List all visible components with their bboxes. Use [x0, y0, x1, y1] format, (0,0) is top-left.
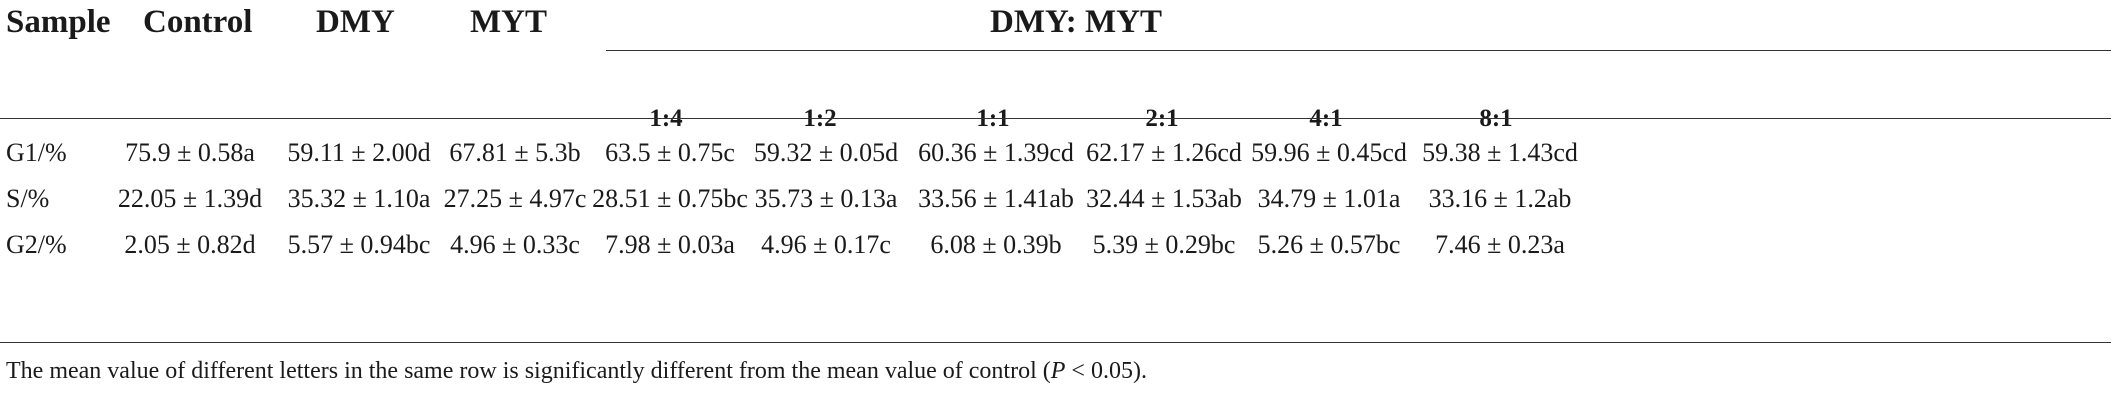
cell-g1-dmy: 59.11 ± 2.00d: [287, 138, 431, 167]
cell-g1-ratio-1-2: 59.32 ± 0.05d: [753, 138, 899, 167]
row-label-g1: G1/%: [6, 138, 67, 167]
cell-g2-ratio-8-1: 7.46 ± 0.23a: [1435, 230, 1565, 259]
header-dmy: DMY: [316, 4, 395, 40]
cell-g1-ratio-1-4: 63.5 ± 0.75c: [605, 138, 735, 167]
header-ratio-1-2: 1:2: [803, 105, 837, 132]
cell-s-ratio-1-2: 35.73 ± 0.13a: [754, 184, 898, 213]
cell-g1-ratio-8-1: 59.38 ± 1.43cd: [1422, 138, 1578, 167]
cell-g2-ratio-2-1: 5.39 ± 0.29bc: [1092, 230, 1236, 259]
header-myt: MYT: [470, 4, 547, 40]
cell-g2-ratio-1-1: 6.08 ± 0.39b: [930, 230, 1062, 259]
cell-g1-ratio-2-1: 62.17 ± 1.26cd: [1086, 138, 1242, 167]
row-label-g2: G2/%: [6, 230, 67, 259]
footnote-tail: < 0.05).: [1065, 358, 1147, 384]
cell-g1-control: 75.9 ± 0.58a: [125, 138, 255, 167]
cell-g2-ratio-1-4: 7.98 ± 0.03a: [605, 230, 735, 259]
table-footnote: The mean value of different letters in t…: [6, 356, 1147, 386]
cell-g2-ratio-4-1: 5.26 ± 0.57bc: [1257, 230, 1401, 259]
footnote-text: The mean value of different letters in t…: [6, 358, 1051, 384]
row-label-s: S/%: [6, 184, 50, 213]
cell-g2-control: 2.05 ± 0.82d: [124, 230, 256, 259]
group-header-rule: [606, 50, 2111, 51]
cell-g1-ratio-1-1: 60.36 ± 1.39cd: [918, 138, 1074, 167]
cell-s-myt: 27.25 ± 4.97c: [443, 184, 587, 213]
cell-g1-myt: 67.81 ± 5.3b: [449, 138, 581, 167]
cell-s-control: 22.05 ± 1.39d: [117, 184, 263, 213]
cell-s-dmy: 35.32 ± 1.10a: [287, 184, 431, 213]
footnote-p-symbol: P: [1050, 358, 1066, 384]
cell-s-ratio-1-4: 28.51 ± 0.75bc: [592, 184, 748, 213]
cell-g2-myt: 4.96 ± 0.33c: [450, 230, 580, 259]
cell-s-ratio-1-1: 33.56 ± 1.41ab: [918, 184, 1074, 213]
cell-g2-ratio-1-2: 4.96 ± 0.17c: [761, 230, 891, 259]
header-ratio-8-1: 8:1: [1479, 105, 1513, 132]
header-control: Control: [143, 4, 253, 40]
header-bottom-rule: [0, 118, 2111, 119]
cell-s-ratio-2-1: 32.44 ± 1.53ab: [1086, 184, 1242, 213]
cell-s-ratio-4-1: 34.79 ± 1.01a: [1257, 184, 1401, 213]
cell-s-ratio-8-1: 33.16 ± 1.2ab: [1428, 184, 1572, 213]
table-bottom-rule: [0, 342, 2111, 343]
header-dmy-myt-group: DMY: MYT: [990, 4, 1163, 40]
cell-g2-dmy: 5.57 ± 0.94bc: [287, 230, 431, 259]
header-sample: Sample: [6, 4, 111, 40]
cell-g1-ratio-4-1: 59.96 ± 0.45cd: [1251, 138, 1407, 167]
